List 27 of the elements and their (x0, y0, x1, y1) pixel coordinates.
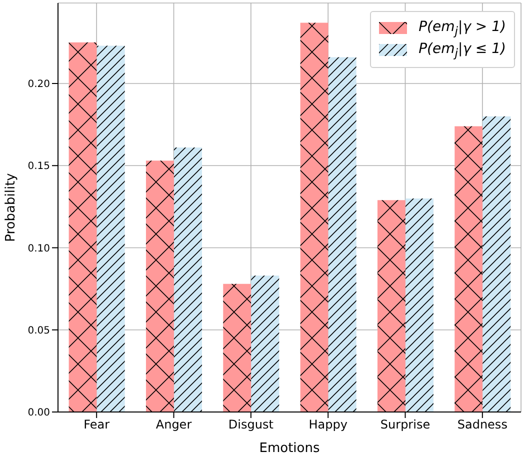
y-tick-label: 0.10 (28, 243, 50, 254)
y-tick-label: 0.05 (28, 325, 50, 336)
bar (251, 276, 280, 412)
bar (405, 198, 434, 412)
x-axis-title: Emotions (259, 441, 320, 454)
x-tick-label: Anger (156, 418, 192, 432)
bar (454, 126, 483, 412)
bar (223, 284, 252, 412)
bar (68, 42, 97, 412)
legend-label: P(em$_{j}$|γ ≤ 1) (418, 40, 506, 60)
y-tick-label: 0.20 (28, 79, 50, 90)
y-tick-label: 0.00 (28, 408, 50, 419)
bar (300, 22, 328, 412)
x-tick-label: Happy (308, 418, 348, 432)
bar (96, 46, 125, 412)
bar (146, 160, 174, 412)
bar (482, 116, 511, 412)
x-tick-label: Disgust (228, 418, 274, 432)
bar (377, 200, 406, 412)
x-tick-label: Surprise (380, 418, 430, 432)
x-tick-label: Sadness (457, 418, 508, 432)
legend-label: P(em$_{j}$|γ > 1) (418, 19, 506, 38)
y-tick-label: 0.15 (28, 161, 50, 172)
x-tick-label: Fear (84, 418, 110, 432)
bar (328, 57, 356, 412)
bar (174, 148, 202, 412)
y-axis-title: Probability (4, 172, 19, 242)
